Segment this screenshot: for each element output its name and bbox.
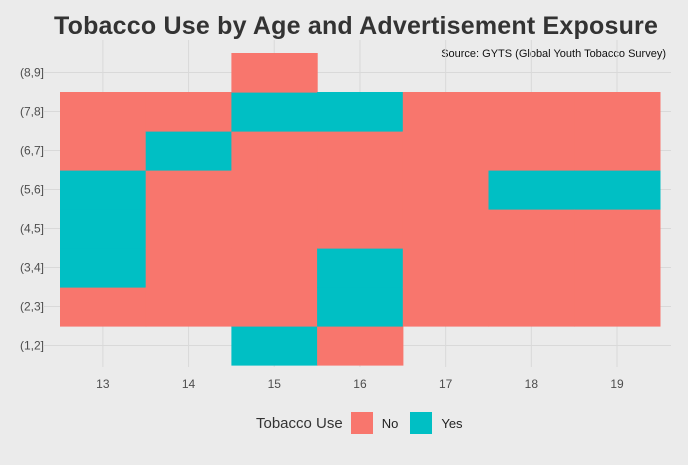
heatmap-cell-13-3-4-yes [60, 248, 147, 288]
heatmap-cell-17-2-3-no [402, 287, 490, 327]
x-axis-ticks: 13 14 15 16 17 18 19 [96, 377, 624, 391]
heatmap-cell-18-3-4-no [488, 248, 575, 288]
y-tick-label-1-2: (1,2] [20, 339, 44, 353]
heatmap-cell-15-7-8-yes [231, 92, 318, 132]
heatmap-cell-14-5-6-no [145, 170, 232, 210]
legend-swatch-yes [410, 412, 433, 434]
heatmap-cell-18-5-6-yes [488, 170, 575, 210]
legend-label-yes: Yes [441, 415, 463, 431]
heatmap-cell-14-3-4-no [145, 248, 232, 288]
heatmap-cell-19-7-8-no [574, 92, 661, 132]
legend-swatch-no [350, 412, 373, 434]
heatmap-cell-13-2-3-no [60, 287, 147, 327]
x-tick-label-16: 16 [353, 377, 367, 391]
y-axis-ticks: (1,2] (2,3] (3,4] (4,5] (5,6] (6,7] (7,8] (8,9] [20, 66, 44, 353]
heatmap-cell-17-5-6-no [402, 170, 490, 210]
heatmap-cell-15-6-7-no [231, 131, 318, 171]
heatmap-cell-19-5-6-yes [574, 170, 661, 210]
x-tick-label-19: 19 [610, 377, 624, 391]
y-tick-label-8-9: (8,9] [20, 66, 44, 80]
heatmap-cell-13-7-8-no [60, 92, 147, 132]
x-tick-label-15: 15 [268, 377, 282, 391]
x-tick-label-17: 17 [439, 377, 453, 391]
heatmap-cell-16-3-4-yes [317, 248, 404, 288]
heatmap-cell-19-3-4-no [574, 248, 661, 288]
heatmap-cell-15-1-2-yes [231, 326, 318, 366]
heatmap-cell-14-7-8-no [145, 92, 232, 132]
legend-item-yes: Yes [410, 412, 463, 434]
heatmap-cell-15-5-6-no [231, 170, 318, 210]
y-tick-label-4-5: (4,5] [20, 222, 44, 236]
y-tick-label-2-3: (2,3] [20, 300, 44, 314]
x-tick-label-13: 13 [96, 377, 110, 391]
heatmap-cell-18-6-7-no [488, 131, 575, 171]
heatmap-cell-18-4-5-no [488, 209, 575, 249]
x-tick-label-14: 14 [182, 377, 196, 391]
heatmap-cell-15-4-5-no [231, 209, 318, 249]
y-tick-label-7-8: (7,8] [20, 105, 44, 119]
heatmap-cell-13-5-6-yes [60, 170, 147, 210]
heatmap-cell-19-6-7-no [574, 131, 661, 171]
heatmap-cell-17-3-4-no [402, 248, 490, 288]
heatmap-cell-16-6-7-no [317, 131, 404, 171]
heatmap-cell-13-4-5-yes [60, 209, 147, 249]
heatmap-cell-17-7-8-no [402, 92, 490, 132]
heatmap-cell-16-2-3-yes [317, 287, 404, 327]
legend-title: Tobacco Use [256, 414, 343, 432]
heatmap-cell-18-2-3-no [488, 287, 575, 327]
heatmap-cell-16-1-2-no [317, 326, 404, 366]
heatmap-cell-17-4-5-no [402, 209, 490, 249]
heatmap-cell-19-2-3-no [574, 287, 661, 327]
legend-label-no: No [381, 415, 399, 431]
heatmap-cell-14-2-3-no [145, 287, 232, 327]
legend-item-no: No [350, 412, 399, 434]
heatmap-cell-13-6-7-no [60, 131, 147, 171]
chart-title: Tobacco Use by Age and Advertisement Exp… [54, 12, 659, 40]
x-tick-label-18: 18 [525, 377, 539, 391]
heatmap-cell-17-6-7-no [402, 131, 490, 171]
heatmap-cell-15-3-4-no [231, 248, 318, 288]
heatmap-cell-18-7-8-no [488, 92, 575, 132]
heatmap-cell-14-6-7-yes [145, 131, 232, 171]
heatmap-cell-16-7-8-yes [317, 92, 404, 132]
heatmap-cell-16-4-5-no [317, 209, 404, 249]
y-tick-label-5-6: (5,6] [20, 183, 44, 197]
heatmap-cell-19-4-5-no [574, 209, 661, 249]
heatmap-cell-16-5-6-no [317, 170, 404, 210]
heatmap-cells [60, 53, 661, 366]
chart-caption: Source: GYTS (Global Youth Tobacco Surve… [441, 48, 666, 60]
heatmap-cell-15-2-3-no [231, 287, 318, 327]
legend: Tobacco Use No Yes [256, 412, 475, 434]
y-tick-label-6-7: (6,7] [20, 144, 44, 158]
heatmap-cell-14-4-5-no [145, 209, 232, 249]
y-tick-label-3-4: (3,4] [20, 261, 44, 275]
heatmap-cell-15-8-9-no [231, 53, 318, 93]
